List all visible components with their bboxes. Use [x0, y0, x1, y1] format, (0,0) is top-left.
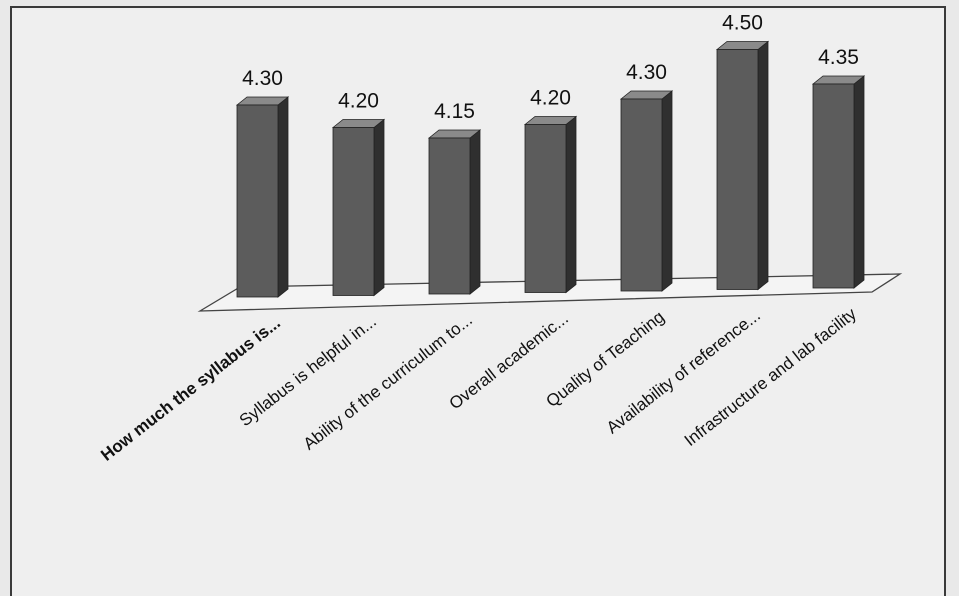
bar-front-face	[813, 84, 854, 288]
bar-front-face	[429, 138, 470, 294]
bar-front-face	[237, 105, 278, 297]
bar-6	[717, 42, 768, 290]
data-label-6: 4.50	[722, 12, 763, 35]
bar-front-face	[621, 99, 662, 291]
data-label-1: 4.30	[242, 67, 283, 90]
bar-1	[237, 97, 288, 297]
x-tick-label-7: Infrastructure and lab facility	[681, 304, 861, 450]
bar-3	[429, 130, 480, 294]
bar-side-face	[278, 97, 288, 297]
bar-side-face	[854, 76, 864, 288]
bar-front-face	[525, 125, 566, 293]
x-tick-label-6: Availability of reference...	[603, 306, 764, 438]
data-label-5: 4.30	[626, 61, 667, 84]
data-label-2: 4.20	[338, 90, 379, 113]
x-tick-label-1: How much the syllabus is...	[97, 313, 284, 465]
bar-side-face	[374, 120, 384, 296]
bar-4	[525, 117, 576, 293]
data-label-3: 4.15	[434, 100, 475, 123]
bar-side-face	[566, 117, 576, 293]
data-label-7: 4.35	[818, 46, 859, 69]
bar-side-face	[662, 91, 672, 291]
bar-front-face	[717, 50, 758, 290]
data-label-4: 4.20	[530, 87, 571, 110]
bar-side-face	[470, 130, 480, 294]
bar-2	[333, 120, 384, 296]
bar-7	[813, 76, 864, 288]
bar-side-face	[758, 42, 768, 290]
x-tick-label-3: Ability of the curriculum to...	[300, 310, 476, 454]
bar-front-face	[333, 128, 374, 296]
bar-5	[621, 91, 672, 291]
